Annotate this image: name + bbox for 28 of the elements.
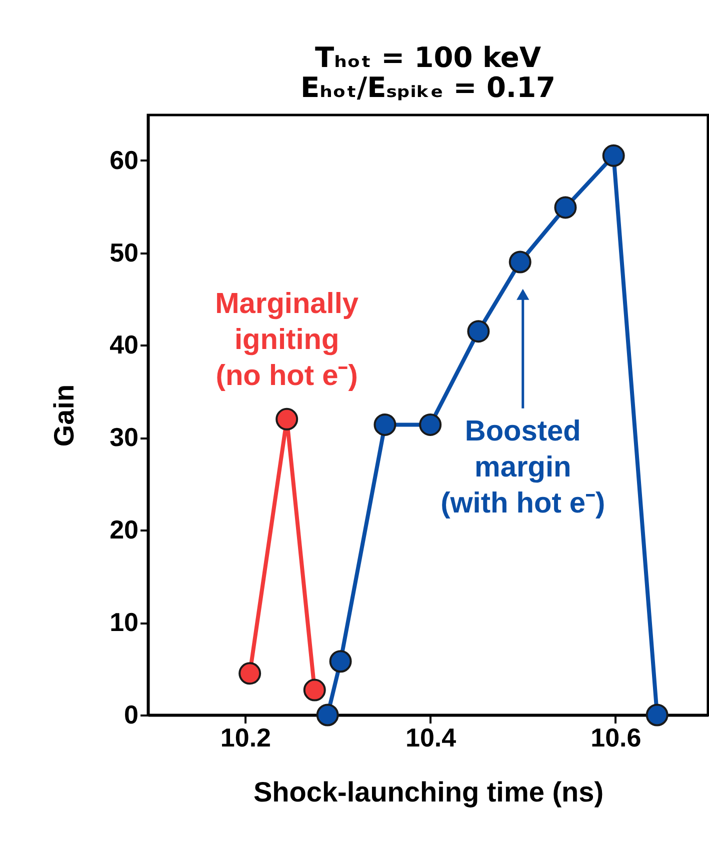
y-tick-label: 10	[110, 607, 138, 638]
point	[602, 144, 625, 167]
annotation: Boosted margin (with hot e⁻)	[440, 415, 606, 520]
x-tick-label: 10.6	[590, 722, 642, 752]
y-tick-label: 30	[110, 422, 138, 452]
chart-title: Tₕₒₜ = 100 keV	[314, 41, 542, 74]
point	[316, 704, 339, 726]
x-axis-title: Shock-launching time (ns)	[253, 776, 604, 808]
point	[554, 196, 577, 219]
x-tick-label: 10.2	[220, 722, 271, 752]
annotation: Marginally igniting (no hot e⁻)	[215, 288, 359, 392]
point	[238, 662, 262, 685]
y-tick-label: 40	[110, 330, 138, 360]
point	[508, 250, 532, 274]
point	[329, 650, 352, 673]
x-tick-label: 10.4	[406, 722, 457, 752]
point	[374, 413, 396, 436]
chart-subtitle: Eₕₒₜ/Eₛₚᵢₖₑ = 0.17	[300, 71, 556, 104]
point	[303, 678, 326, 702]
point	[276, 408, 298, 430]
y-tick-label: 0	[124, 700, 138, 730]
y-tick-label: 50	[110, 237, 138, 268]
y-tick-label: 60	[110, 144, 138, 175]
y-tick-label: 20	[110, 514, 138, 545]
y-axis-title: Gain	[48, 384, 80, 447]
point	[419, 413, 442, 436]
point	[646, 704, 668, 726]
point	[467, 320, 490, 343]
